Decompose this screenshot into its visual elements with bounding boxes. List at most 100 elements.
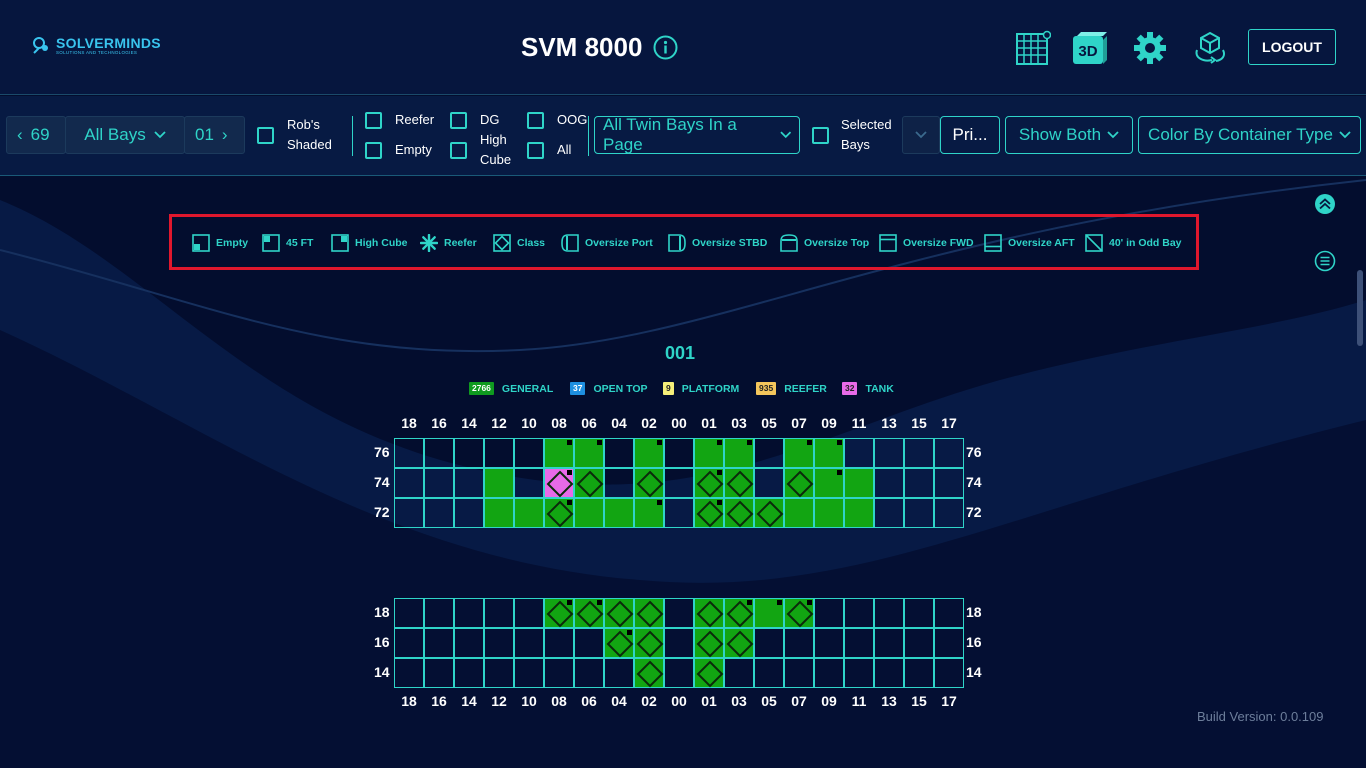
selected-bays-checkbox[interactable] [812, 127, 829, 144]
bay-slot[interactable] [604, 468, 634, 498]
bay-slot[interactable] [454, 498, 484, 528]
bay-slot[interactable] [574, 468, 604, 498]
bay-slot[interactable] [634, 498, 664, 528]
bay-slot[interactable] [814, 658, 844, 688]
bay-slot[interactable] [724, 438, 754, 468]
bay-slot[interactable] [934, 628, 964, 658]
bay-slot[interactable] [394, 658, 424, 688]
bay-slot[interactable] [424, 628, 454, 658]
bay-slot[interactable] [874, 438, 904, 468]
high-cube-checkbox[interactable] [450, 142, 467, 159]
bay-slot[interactable] [394, 438, 424, 468]
info-icon[interactable] [653, 35, 678, 60]
bay-slot[interactable] [664, 628, 694, 658]
bay-slot[interactable] [424, 658, 454, 688]
bay-slot[interactable] [634, 658, 664, 688]
bay-slot[interactable] [694, 498, 724, 528]
vertical-scrollbar[interactable] [1357, 270, 1363, 346]
bay-slot[interactable] [874, 628, 904, 658]
bay-slot[interactable] [424, 468, 454, 498]
logo[interactable]: SOLVERMINDS SOLUTIONS AND TECHNOLOGIES [30, 35, 161, 57]
bay-slot[interactable] [844, 438, 874, 468]
bay-slot[interactable] [424, 498, 454, 528]
bay-slot[interactable] [574, 628, 604, 658]
bay-slot[interactable] [874, 468, 904, 498]
reefer-checkbox[interactable] [365, 112, 382, 129]
bay-slot[interactable] [934, 498, 964, 528]
collapse-up-icon[interactable] [1314, 193, 1336, 215]
gear-icon[interactable] [1132, 30, 1168, 66]
bay-slot[interactable] [784, 438, 814, 468]
cube-rotate-icon[interactable] [1192, 30, 1228, 66]
menu-list-icon[interactable] [1314, 250, 1336, 272]
dg-checkbox[interactable] [450, 112, 467, 129]
bay-slot[interactable] [814, 598, 844, 628]
bay-slot[interactable] [694, 658, 724, 688]
bay-slot[interactable] [784, 628, 814, 658]
bay-slot[interactable] [664, 468, 694, 498]
bay-slot[interactable] [724, 498, 754, 528]
bay-slot[interactable] [454, 658, 484, 688]
bay-slot[interactable] [394, 598, 424, 628]
bay-slot[interactable] [454, 628, 484, 658]
bay-slot[interactable] [934, 468, 964, 498]
bay-slot[interactable] [814, 438, 844, 468]
bay-slot[interactable] [454, 468, 484, 498]
page-layout-select[interactable]: All Twin Bays In a Page [594, 115, 800, 154]
bay-slot[interactable] [784, 468, 814, 498]
bay-slot[interactable] [544, 498, 574, 528]
bay-slot[interactable] [844, 598, 874, 628]
bay-slot[interactable] [844, 468, 874, 498]
bay-slot[interactable] [934, 438, 964, 468]
bay-next-button[interactable]: 01 › [184, 116, 245, 154]
bay-slot[interactable] [754, 598, 784, 628]
bay-slot[interactable] [484, 438, 514, 468]
bay-slot[interactable] [634, 438, 664, 468]
bay-slot[interactable] [754, 658, 784, 688]
bay-slot[interactable] [904, 468, 934, 498]
bay-slot[interactable] [754, 468, 784, 498]
empty-checkbox[interactable] [365, 142, 382, 159]
bay-slot[interactable] [814, 498, 844, 528]
bay-slot[interactable] [574, 498, 604, 528]
bay-slot[interactable] [784, 598, 814, 628]
bay-slot[interactable] [724, 598, 754, 628]
bay-slot[interactable] [874, 498, 904, 528]
bay-slot[interactable] [574, 598, 604, 628]
bay-slot[interactable] [724, 468, 754, 498]
bay-slot[interactable] [544, 438, 574, 468]
bay-slot[interactable] [694, 628, 724, 658]
bay-slot[interactable] [754, 498, 784, 528]
bay-slot[interactable] [424, 438, 454, 468]
bay-slot[interactable] [664, 598, 694, 628]
robs-shaded-checkbox[interactable] [257, 127, 274, 144]
bay-slot[interactable] [394, 628, 424, 658]
bay-slot[interactable] [484, 498, 514, 528]
bay-slot[interactable] [574, 438, 604, 468]
bay-slot[interactable] [454, 598, 484, 628]
bay-slot[interactable] [844, 658, 874, 688]
color-by-select[interactable]: Color By Container Type [1138, 116, 1361, 154]
bay-slot[interactable] [514, 498, 544, 528]
bay-slot[interactable] [904, 498, 934, 528]
bay-slot[interactable] [844, 498, 874, 528]
bay-slot[interactable] [574, 658, 604, 688]
bay-slot[interactable] [484, 658, 514, 688]
bay-slot[interactable] [904, 658, 934, 688]
bay-slot[interactable] [634, 628, 664, 658]
bay-slot[interactable] [514, 628, 544, 658]
bay-slot[interactable] [544, 468, 574, 498]
bay-slot[interactable] [664, 658, 694, 688]
bay-slot[interactable] [424, 598, 454, 628]
bay-slot[interactable] [874, 658, 904, 688]
bay-slot[interactable] [814, 468, 844, 498]
bay-slot[interactable] [544, 628, 574, 658]
bay-slot[interactable] [454, 438, 484, 468]
bay-slot[interactable] [544, 658, 574, 688]
bay-prev-button[interactable]: ‹ 69 [6, 116, 66, 154]
bay-slot[interactable] [634, 468, 664, 498]
bay-slot[interactable] [814, 628, 844, 658]
bay-slot[interactable] [514, 658, 544, 688]
bay-slot[interactable] [904, 438, 934, 468]
logout-button[interactable]: LOGOUT [1248, 29, 1336, 65]
